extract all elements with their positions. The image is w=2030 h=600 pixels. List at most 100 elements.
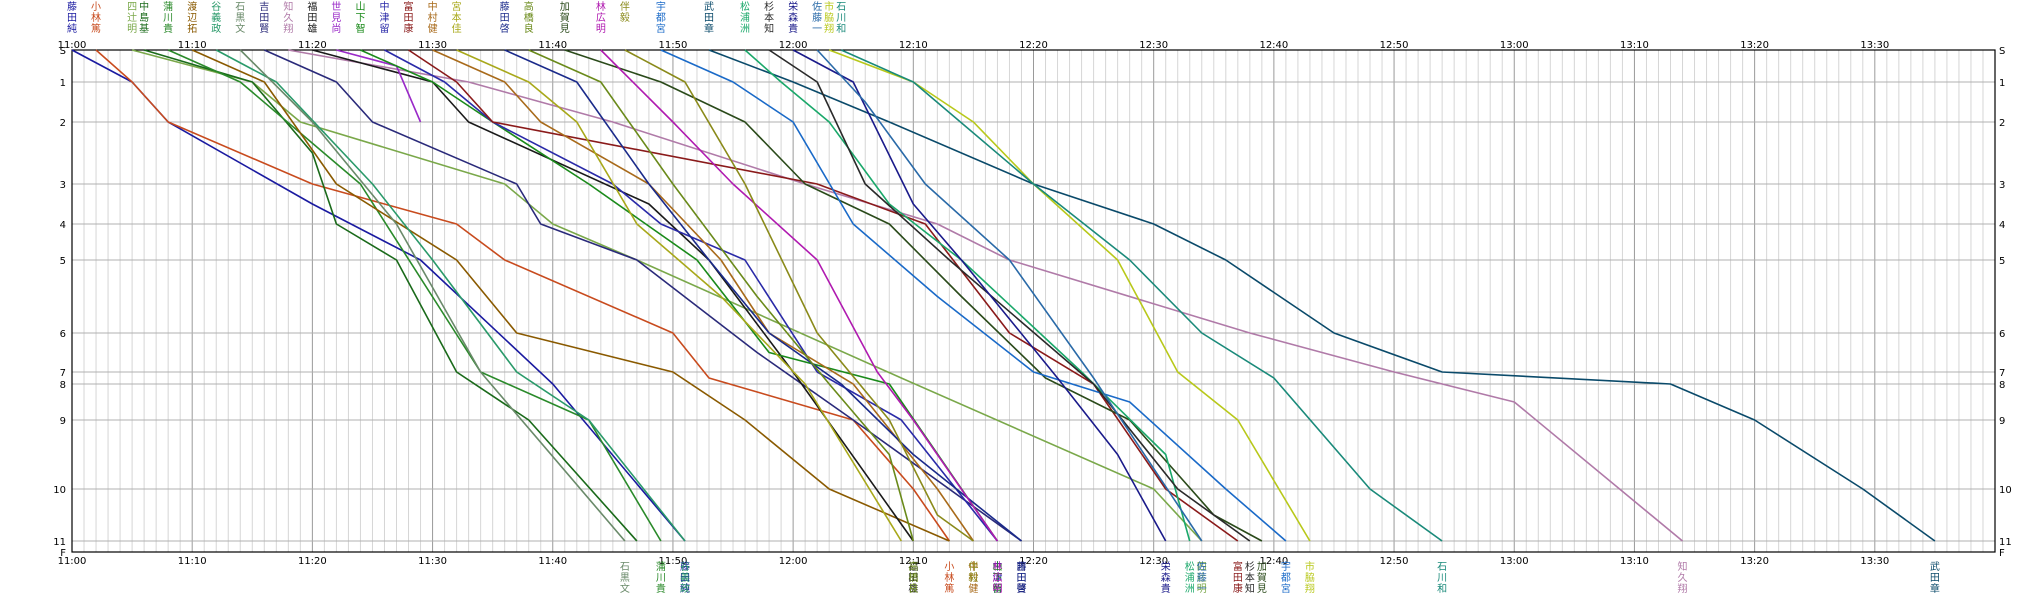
name-char: 蒲: [656, 560, 666, 573]
name-char: 佐: [812, 1, 822, 13]
name-char: 川: [163, 13, 173, 24]
y-tick-label-left: 2: [60, 118, 66, 129]
x-tick-label-bottom: 12:40: [1259, 556, 1288, 567]
name-char: 賢: [259, 23, 269, 35]
top-runner-label: 山下智: [355, 1, 365, 35]
bottom-runner-label: 小林篤: [944, 561, 954, 595]
x-tick-label-top: 13:10: [1620, 40, 1649, 51]
name-char: 明: [596, 23, 606, 35]
top-runner-label: 世見尚: [331, 1, 341, 35]
name-char: 都: [656, 12, 666, 24]
name-char: 四: [1197, 562, 1207, 573]
name-char: 石: [235, 2, 245, 13]
name-char: 富: [1233, 560, 1243, 573]
name-char: 貴: [656, 582, 666, 595]
top-runner-label: 市脇翔: [824, 0, 834, 35]
series-line: [71, 49, 686, 542]
name-char: 藤: [1016, 561, 1026, 573]
name-char: 下: [355, 13, 365, 24]
series-line: [840, 49, 1443, 542]
name-char: 福: [908, 560, 918, 573]
series-line: [167, 49, 662, 542]
name-char: 見: [331, 12, 341, 24]
name-char: 谷: [211, 1, 221, 13]
name-char: 知: [764, 22, 774, 35]
bottom-runner-label: 伴毅: [968, 560, 978, 584]
name-char: 篤: [91, 22, 101, 35]
y-tick-label-right: S: [1999, 46, 2005, 57]
x-tick-label-bottom: 13:00: [1500, 556, 1529, 567]
name-char: 宇: [1281, 560, 1291, 573]
series-line: [288, 49, 1684, 542]
name-char: 文: [620, 582, 630, 595]
x-tick-label-top: 11:20: [298, 40, 327, 51]
name-char: 康: [1233, 582, 1243, 595]
bottom-runner-label: 藤田啓: [1016, 561, 1026, 595]
name-char: 栄: [788, 1, 798, 13]
name-char: 藤: [680, 561, 690, 573]
x-tick-label-bottom: 11:00: [58, 556, 87, 567]
name-char: 小: [91, 1, 101, 13]
name-char: 純: [67, 22, 77, 35]
name-char: 智: [992, 582, 1002, 595]
name-char: 松: [1185, 560, 1195, 573]
bottom-runner-label: 宇都宮: [1281, 560, 1291, 595]
name-char: 本: [452, 11, 462, 24]
series-line: [432, 49, 975, 542]
y-tick-label-right: 6: [1999, 329, 2005, 340]
name-char: 杉: [1245, 560, 1255, 573]
name-char: 篤: [944, 582, 954, 595]
top-runner-label: 石川和: [836, 2, 846, 35]
top-runner-label: 宇都宮: [656, 0, 666, 35]
name-char: 良: [908, 582, 918, 595]
y-tick-label-left: 4: [60, 220, 66, 231]
name-char: 田: [259, 13, 269, 24]
name-char: 翔: [824, 22, 834, 35]
top-runner-label: 宮本佳: [452, 0, 462, 35]
x-tick-label-top: 11:10: [178, 40, 207, 51]
name-char: 中: [992, 560, 1002, 573]
name-char: 都: [1281, 572, 1291, 584]
name-char: 賢: [1016, 583, 1026, 595]
series-line: [504, 49, 1022, 542]
name-char: 田: [307, 13, 317, 24]
x-tick-label-bottom: 11:50: [659, 556, 688, 567]
name-char: 武: [704, 0, 714, 13]
name-char: 貴: [788, 22, 798, 35]
series-line: [239, 49, 626, 542]
x-tick-label-bottom: 13:10: [1620, 556, 1649, 567]
name-char: 見: [1257, 583, 1267, 595]
name-char: 谷: [680, 561, 690, 573]
name-char: 市: [824, 0, 834, 13]
series-line: [360, 49, 999, 542]
name-char: 富: [404, 0, 414, 13]
y-tick-label-right: F: [1999, 548, 2005, 559]
top-runner-label: 谷義政: [211, 1, 221, 35]
name-char: 一: [1197, 584, 1207, 595]
name-char: 伴: [620, 0, 630, 13]
bottom-runner-label: 石黒文: [620, 562, 630, 595]
name-char: 中: [139, 0, 149, 13]
bottom-runner-label: 佐藤一: [1197, 561, 1207, 595]
series-line: [263, 49, 1022, 542]
name-char: 政: [680, 582, 690, 595]
name-char: 基: [139, 22, 149, 35]
x-tick-label-bottom: 11:20: [298, 556, 327, 567]
name-char: 宮: [1281, 582, 1291, 595]
series-line: [816, 49, 1203, 542]
name-char: 広: [992, 571, 1002, 584]
series-line: [768, 49, 1251, 542]
name-char: 雄: [908, 582, 918, 595]
top-runner-label: 知久翔: [283, 0, 293, 35]
name-char: 松: [740, 0, 750, 13]
name-char: 宮: [452, 0, 462, 13]
top-runner-label: 蒲川貴: [163, 0, 173, 35]
name-char: 智: [355, 22, 365, 35]
bottom-runner-label: 高橋良: [908, 560, 918, 595]
name-char: 明: [1197, 583, 1207, 595]
y-tick-label-left: 1: [60, 78, 66, 89]
name-char: 翔: [1305, 582, 1315, 595]
name-char: 浦: [740, 11, 750, 24]
bottom-runner-label: 石川和: [1437, 562, 1447, 595]
